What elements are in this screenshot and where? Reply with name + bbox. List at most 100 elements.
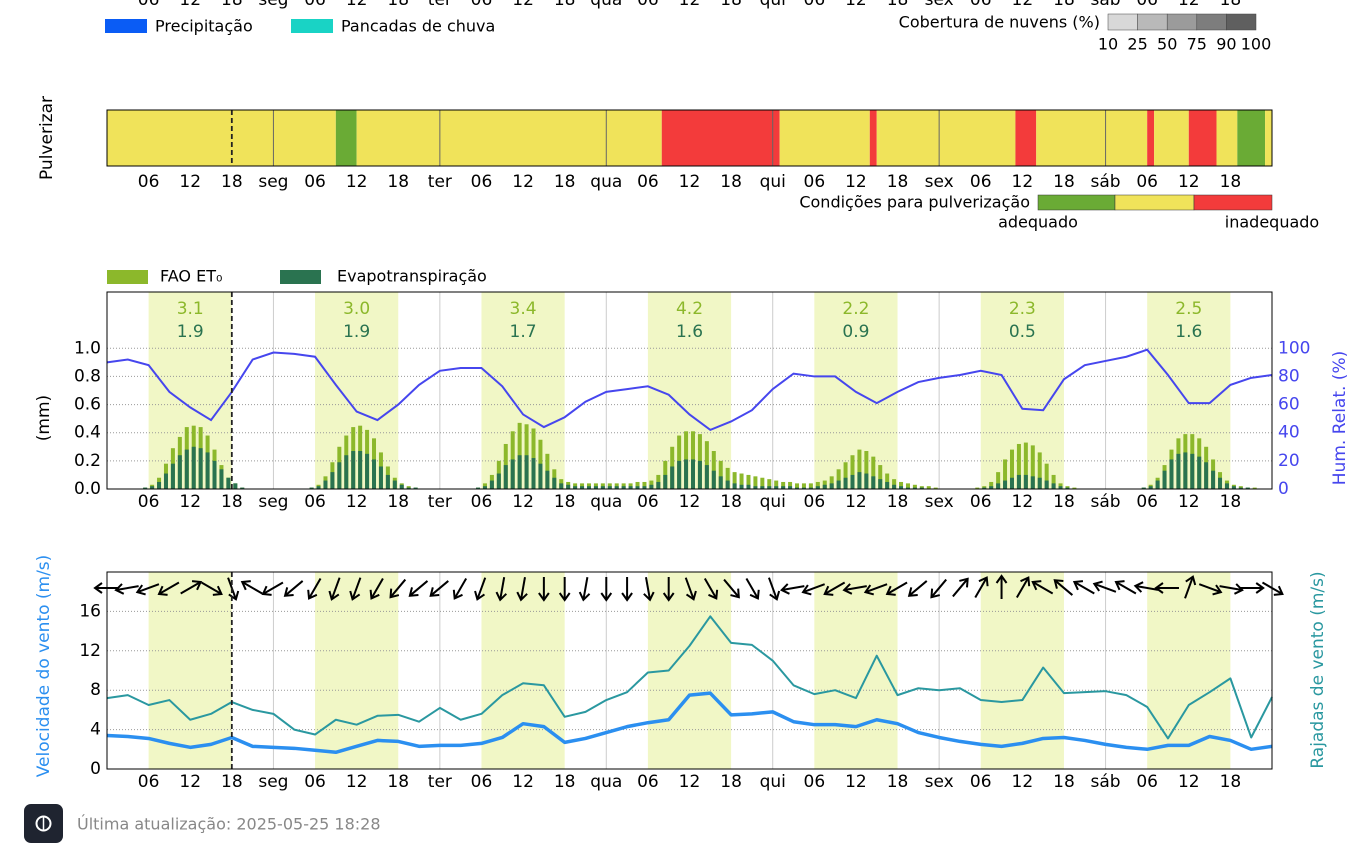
plot-frame — [106, 109, 1273, 167]
wind-arrow-head — [1234, 583, 1244, 595]
bar — [1252, 487, 1257, 489]
bar — [843, 462, 848, 489]
bar — [691, 459, 695, 489]
bar — [1245, 487, 1250, 489]
x-tick-label: 12 — [679, 492, 701, 512]
bar — [1072, 487, 1077, 489]
x-tick-label: 06 — [637, 492, 659, 512]
cloud-level-label: 90 — [1216, 35, 1236, 54]
x-tick-label: 06 — [471, 172, 493, 192]
wind-arrow-head — [1255, 582, 1265, 594]
wind-arrow — [114, 583, 139, 595]
x-tick-label: 12 — [1012, 0, 1034, 10]
bar — [184, 449, 189, 489]
wind-arrow-shaft — [308, 577, 322, 599]
daily-total: 2.5 — [1175, 299, 1202, 319]
wind-arrow-shaft — [159, 581, 180, 595]
wind-arrow — [1184, 575, 1197, 599]
bar — [538, 463, 543, 489]
bar — [850, 455, 855, 489]
wind-arrow — [930, 578, 947, 599]
wind-arrow-head — [769, 590, 781, 601]
x-tick-label: 18 — [720, 0, 742, 10]
bar — [885, 481, 890, 489]
wind-arrow-head — [328, 590, 340, 601]
wind-arrow-head — [1031, 580, 1042, 591]
bar — [1009, 477, 1014, 489]
spray-segment — [1147, 110, 1155, 166]
bar — [219, 469, 224, 489]
wind-arrow — [328, 577, 341, 601]
bar — [358, 451, 363, 489]
bar — [503, 465, 508, 489]
x-tick-label: 06 — [471, 492, 493, 512]
daily-total: 3.1 — [177, 299, 204, 319]
cloud-swatch — [1107, 13, 1138, 31]
x-tick-label: sáb — [1091, 172, 1121, 192]
bar — [857, 472, 862, 489]
bar — [413, 487, 418, 489]
wind-arrow-shaft — [454, 577, 468, 599]
wind-arrow — [240, 580, 263, 595]
bar — [1218, 477, 1223, 489]
bar — [552, 477, 557, 489]
cloud-level-label: 100 — [1241, 35, 1272, 54]
x-tick-label: 06 — [1136, 0, 1158, 10]
daily-total: 3.4 — [510, 299, 537, 319]
daily-total: 1.6 — [1175, 322, 1202, 342]
wind-arrow-shaft — [723, 578, 739, 598]
x-tick-label: 06 — [804, 492, 826, 512]
bar — [982, 486, 987, 489]
x-tick-label: sáb — [1091, 772, 1121, 792]
wind-arrow — [1114, 580, 1137, 595]
spray-segment — [661, 110, 780, 166]
bar — [746, 484, 751, 489]
wind-arrow — [995, 574, 1008, 599]
bar — [760, 486, 765, 489]
bar — [767, 486, 772, 489]
footer-text: Última atualização: 2025-05-25 18:28 — [77, 815, 381, 834]
wind-arrow-head — [349, 590, 361, 601]
wind-arrow — [621, 577, 633, 602]
bar — [656, 481, 661, 489]
x-tick-label: 06 — [970, 492, 992, 512]
wind-arrow-head — [558, 592, 571, 602]
x-tick-label: 06 — [970, 772, 992, 792]
wind-arrow — [157, 581, 180, 596]
daylight-band — [1147, 292, 1231, 489]
bar — [1030, 476, 1035, 489]
wind-arrow — [369, 577, 384, 600]
spray-segment — [1265, 110, 1272, 166]
x-tick-label: sex — [925, 0, 954, 10]
bar — [1051, 483, 1056, 489]
bar — [365, 453, 370, 489]
wind-arrow — [474, 577, 487, 601]
bar — [864, 451, 869, 489]
wind-arrow — [684, 577, 697, 601]
bar — [885, 473, 890, 489]
wind-arrow-head — [662, 592, 675, 602]
bar — [899, 486, 904, 489]
wind-arrow-shaft — [331, 577, 341, 599]
bar — [635, 481, 640, 489]
bar — [1044, 480, 1049, 489]
bar — [725, 467, 730, 489]
x-tick-label: 12 — [512, 772, 534, 792]
wind-arrow-shaft — [1074, 581, 1095, 595]
bar — [1044, 463, 1049, 489]
wind-arrow-shaft — [803, 583, 826, 593]
x-tick-label: 06 — [804, 0, 826, 10]
daylight-band — [980, 572, 1064, 769]
wind-arrow-shaft — [782, 585, 805, 591]
wind-arrow — [1154, 582, 1179, 594]
bar — [1224, 483, 1229, 489]
bar — [642, 481, 647, 489]
wind-arrow-head — [1154, 582, 1164, 594]
bar — [815, 481, 820, 489]
bar — [337, 462, 342, 489]
wind-arrow — [952, 577, 969, 598]
spray-segment — [1154, 110, 1189, 166]
bar — [801, 487, 806, 489]
wind-arrow-head — [600, 592, 613, 602]
x-tick-label: seg — [258, 172, 288, 192]
